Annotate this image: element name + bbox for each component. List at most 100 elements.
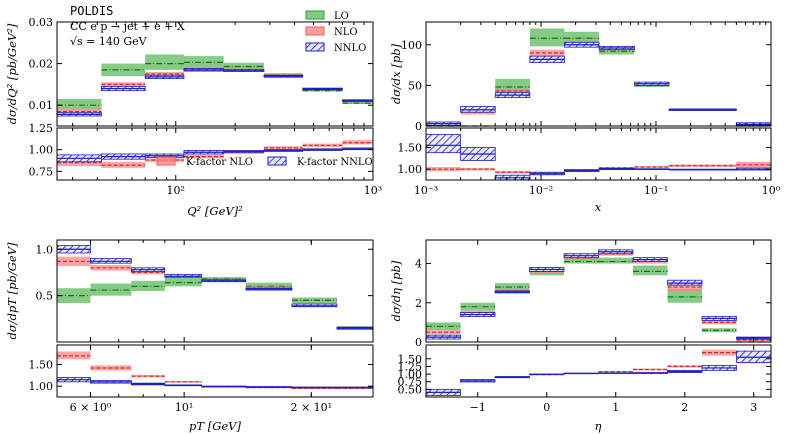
y-tick-label: 50 bbox=[408, 79, 422, 92]
knlo-band-0 bbox=[57, 159, 102, 167]
y-tick-label: 0 bbox=[415, 120, 422, 133]
knlo-band-8 bbox=[702, 349, 737, 356]
axes-frame bbox=[56, 127, 374, 181]
lo-band-1 bbox=[90, 283, 132, 296]
lo-band-3 bbox=[529, 28, 565, 47]
legend-nlo-swatch bbox=[305, 26, 325, 36]
legend-nlo-label: NLO bbox=[334, 27, 358, 38]
legend-nnlo-label: NNLO bbox=[334, 43, 366, 54]
nlo-band-2 bbox=[495, 88, 530, 94]
legend-knnlo-swatch bbox=[267, 156, 287, 166]
knlo-band-0 bbox=[57, 351, 91, 360]
lo-band-0 bbox=[426, 322, 461, 331]
eta-main-plot: 0 2 4 dσ/dη [pb] bbox=[389, 239, 772, 349]
x-tick-label: 10¹ bbox=[175, 401, 193, 414]
x-axis-label: x bbox=[595, 200, 602, 214]
x-tick-label: 10⁻¹ bbox=[644, 184, 668, 197]
nlo-band-8 bbox=[702, 320, 737, 325]
y-tick-label: 1.50 bbox=[398, 353, 423, 366]
x-axis-label: η bbox=[595, 419, 602, 433]
panel-q2: 0.01 0.02 0.03 dσ/dQ² [pb/GeV²] 0.75 1.00 1.2… bbox=[5, 4, 382, 218]
y-tick-label: 0.01 bbox=[29, 99, 54, 112]
knlo-band-1 bbox=[460, 167, 496, 171]
y-axis-label: dσ/dx [pb] bbox=[389, 43, 403, 104]
y-axis-label: dσ/dη [pb] bbox=[389, 260, 403, 321]
panel-pt: 0.5 1.0 dσ/dpT [pb/GeV] 1.00 1.50 6 × 10⁰ 10¹… bbox=[5, 239, 374, 433]
y-tick-label: 100 bbox=[401, 39, 422, 52]
knlo-band-2 bbox=[495, 170, 530, 174]
y-tick-label: 0.75 bbox=[29, 165, 54, 178]
lo-band-4 bbox=[564, 31, 600, 44]
nlo-band-7 bbox=[667, 283, 702, 291]
legend-lo-swatch bbox=[305, 10, 325, 20]
x-tick-label: 1 bbox=[612, 401, 619, 414]
y-tick-label: 0.02 bbox=[29, 58, 54, 71]
lo-band-8 bbox=[702, 328, 737, 333]
x-tick-label: 3 bbox=[750, 401, 757, 414]
nlo-band-0 bbox=[57, 108, 102, 114]
axes-frame bbox=[425, 239, 772, 343]
y-tick-label: 1.00 bbox=[29, 380, 54, 393]
axes-frame bbox=[425, 344, 772, 398]
y-tick-label: 2 bbox=[415, 297, 422, 310]
process-label: CC e p → jet + e + X bbox=[70, 20, 185, 33]
legend-knnlo-label: K-factor NNLO bbox=[297, 157, 373, 168]
y-axis-label: dσ/dpT [pb/GeV] bbox=[5, 242, 19, 340]
x-tick-label: 10² bbox=[167, 184, 185, 197]
y-tick-label: 1.00 bbox=[29, 144, 54, 157]
knlo-band-2 bbox=[131, 374, 165, 378]
knlo-band-6 bbox=[291, 387, 337, 390]
x-axis-label: pT [GeV] bbox=[189, 419, 241, 433]
x-tick-label: 10⁻³ bbox=[414, 184, 438, 197]
x-tick-label: 6 × 10⁰ bbox=[70, 401, 112, 414]
knlo-band-6 bbox=[634, 166, 670, 168]
y-tick-label: 0.5 bbox=[36, 290, 54, 303]
y-tick-label: 0 bbox=[415, 336, 422, 349]
y-axis-label: dσ/dQ² [pb/GeV²] bbox=[5, 23, 19, 124]
nlo-band-2 bbox=[131, 270, 165, 275]
lo-band-3 bbox=[164, 278, 202, 287]
y-tick-label: 1.00 bbox=[398, 163, 423, 176]
x-tick-label: 10⁻² bbox=[529, 184, 553, 197]
lo-band-5 bbox=[599, 47, 635, 55]
x-tick-label: −1 bbox=[470, 401, 486, 414]
lo-band-2 bbox=[145, 54, 184, 70]
y-tick-label: 1.50 bbox=[398, 142, 423, 155]
knlo-band-0 bbox=[426, 167, 461, 172]
knlo-band-7 bbox=[667, 365, 702, 368]
pt-main-plot: 0.5 1.0 dσ/dpT [pb/GeV] bbox=[5, 239, 374, 343]
axes-frame bbox=[425, 127, 772, 181]
y-tick-label: 1.0 bbox=[36, 243, 54, 256]
lo-band-6 bbox=[633, 265, 668, 276]
q2-main-plot: 0.01 0.02 0.03 dσ/dQ² [pb/GeV²] bbox=[5, 16, 374, 127]
x-axis-label: Q² [GeV]² bbox=[187, 204, 243, 218]
header-label: POLDIS bbox=[70, 4, 113, 18]
nlo-band-0 bbox=[426, 330, 461, 335]
nlo-band-3 bbox=[529, 49, 565, 57]
lo-band-7 bbox=[667, 289, 702, 303]
y-tick-label: 1.00 bbox=[398, 368, 423, 381]
y-tick-label: 0.03 bbox=[29, 16, 54, 29]
legend-ratio: K-factor NLO K-factor NNLO bbox=[156, 156, 373, 168]
lo-band-7 bbox=[342, 101, 373, 104]
lo-band-4 bbox=[564, 257, 599, 264]
eta-ratio-plot: 0.500.751.001.251.50 −1 0 1 2 3 η bbox=[398, 344, 772, 433]
lo-band-2 bbox=[495, 283, 530, 291]
y-tick-label: 1.50 bbox=[29, 359, 54, 372]
lo-band-1 bbox=[460, 302, 495, 311]
legend-lo-label: LO bbox=[334, 11, 349, 22]
lo-band-1 bbox=[101, 63, 146, 77]
axes-frame bbox=[56, 21, 374, 127]
axes-frame bbox=[56, 239, 374, 343]
knlo-band-5 bbox=[598, 371, 633, 373]
y-tick-label: 0.50 bbox=[398, 383, 423, 396]
legend-main: LO NLO NNLO bbox=[305, 10, 366, 54]
x-tick-label: 2 bbox=[681, 401, 688, 414]
axes-frame bbox=[56, 344, 374, 398]
y-tick-label: 0.75 bbox=[398, 376, 423, 389]
energy-label: √s = 140 GeV bbox=[70, 35, 148, 48]
axes-frame bbox=[425, 21, 772, 127]
